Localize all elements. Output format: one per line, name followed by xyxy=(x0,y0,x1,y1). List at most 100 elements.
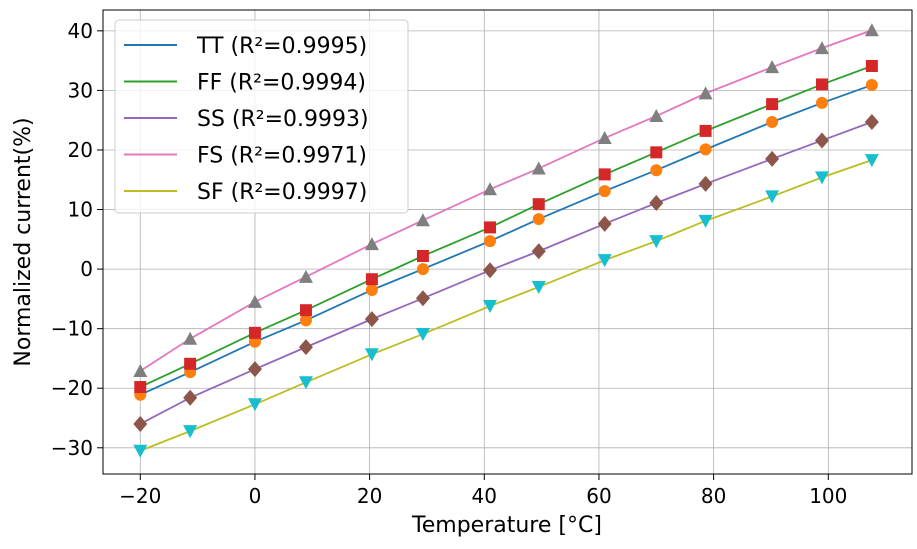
data-point-diamond xyxy=(597,215,612,232)
data-point-square xyxy=(699,124,712,137)
y-tick-label: 10 xyxy=(68,198,93,222)
data-point-diamond xyxy=(698,175,713,192)
data-point-triangle-down xyxy=(133,444,148,458)
data-point-diamond xyxy=(247,361,262,378)
data-point-triangle-down xyxy=(247,398,262,412)
data-point-triangle-down xyxy=(814,171,829,185)
data-point-diamond xyxy=(864,113,879,130)
y-tick-label: 20 xyxy=(68,138,93,162)
data-point-circle xyxy=(650,164,663,177)
data-point-triangle-up xyxy=(531,161,546,175)
data-point-diamond xyxy=(531,243,546,260)
data-point-diamond xyxy=(814,132,829,149)
data-point-triangle-up xyxy=(765,60,780,74)
data-point-square xyxy=(650,146,663,159)
data-point-circle xyxy=(365,283,378,296)
x-axis: −20 0 20 40 60 80 100 xyxy=(119,474,847,508)
data-point-square xyxy=(184,357,197,370)
series-line xyxy=(139,84,873,396)
data-point-triangle-up xyxy=(364,237,379,251)
data-point-triangle-down xyxy=(531,280,546,294)
y-tick-label: −30 xyxy=(51,436,93,460)
data-point-circle xyxy=(532,213,545,226)
data-point-triangle-up xyxy=(298,269,313,283)
data-point-triangle-down xyxy=(597,254,612,268)
data-point-square xyxy=(365,273,378,286)
legend-frame xyxy=(114,19,409,214)
x-axis-label: Temperature [°C] xyxy=(411,513,602,538)
data-point-square xyxy=(815,78,828,91)
data-point-circle xyxy=(766,115,779,128)
data-point-triangle-up xyxy=(415,213,430,227)
data-point-square xyxy=(532,198,545,211)
data-point-circle xyxy=(699,143,712,156)
data-point-circle xyxy=(416,263,429,276)
data-point-triangle-down xyxy=(483,300,498,314)
data-point-triangle-up xyxy=(483,182,498,196)
legend-entry: SS (R²=0.9993) xyxy=(197,107,369,132)
x-tick-label: 100 xyxy=(809,484,847,508)
data-point-triangle-up xyxy=(133,363,148,377)
data-point-triangle-down xyxy=(183,425,198,439)
data-point-triangle-down xyxy=(698,214,713,228)
data-point-circle xyxy=(484,235,497,248)
data-point-diamond xyxy=(415,290,430,307)
data-point-square xyxy=(134,381,147,394)
data-point-diamond xyxy=(649,194,664,211)
data-point-square xyxy=(766,98,779,111)
series-markers xyxy=(133,23,879,458)
data-point-triangle-up xyxy=(597,131,612,145)
x-tick-label: 60 xyxy=(586,484,611,508)
x-tick-label: 40 xyxy=(472,484,497,508)
y-tick-label: −10 xyxy=(51,317,93,341)
data-point-triangle-up xyxy=(247,294,262,308)
data-point-triangle-down xyxy=(298,376,313,390)
x-tick-label: 20 xyxy=(357,484,382,508)
data-point-triangle-up xyxy=(698,86,713,100)
data-point-square xyxy=(248,326,261,339)
series-line xyxy=(139,65,873,388)
data-point-triangle-down xyxy=(765,190,780,204)
legend: TT (R²=0.9995) FF (R²=0.9994) SS (R²=0.999… xyxy=(114,19,409,214)
y-axis-label: Normalized current(%) xyxy=(11,117,36,366)
data-point-diamond xyxy=(765,150,780,167)
data-point-triangle-up xyxy=(864,23,879,37)
series-lines xyxy=(139,29,873,452)
x-tick-label: 0 xyxy=(249,484,262,508)
data-point-diamond xyxy=(483,262,498,279)
data-point-square xyxy=(865,59,878,72)
data-point-square xyxy=(598,168,611,181)
data-point-diamond xyxy=(183,389,198,406)
data-point-triangle-down xyxy=(415,328,430,342)
series-line xyxy=(139,159,873,452)
data-point-square xyxy=(299,304,312,317)
x-tick-label: 80 xyxy=(701,484,726,508)
legend-entry: TT (R²=0.9995) xyxy=(196,34,367,59)
legend-entry: FF (R²=0.9994) xyxy=(197,71,366,96)
data-point-circle xyxy=(598,185,611,198)
series-line xyxy=(139,29,873,372)
x-tick-label: −20 xyxy=(119,484,161,508)
data-point-circle xyxy=(815,96,828,109)
y-tick-label: 30 xyxy=(68,78,93,102)
legend-entry: SF (R²=0.9997) xyxy=(197,180,367,205)
data-point-triangle-up xyxy=(814,41,829,55)
data-point-diamond xyxy=(298,339,313,356)
data-point-triangle-down xyxy=(364,348,379,362)
series-line xyxy=(139,121,873,425)
y-axis: −30 −20 −10 0 10 20 30 40 xyxy=(51,19,103,460)
data-point-triangle-up xyxy=(183,331,198,345)
data-point-diamond xyxy=(364,311,379,328)
data-point-circle xyxy=(299,314,312,327)
data-point-square xyxy=(416,249,429,262)
data-point-circle xyxy=(865,79,878,92)
plot-frame xyxy=(102,9,913,475)
y-tick-label: −20 xyxy=(51,376,93,400)
data-point-triangle-down xyxy=(649,235,664,249)
data-point-triangle-up xyxy=(649,109,664,123)
data-point-square xyxy=(484,221,497,234)
legend-entry: FS (R²=0.9971) xyxy=(197,144,367,169)
y-tick-label: 40 xyxy=(68,19,93,43)
data-point-diamond xyxy=(133,415,148,432)
